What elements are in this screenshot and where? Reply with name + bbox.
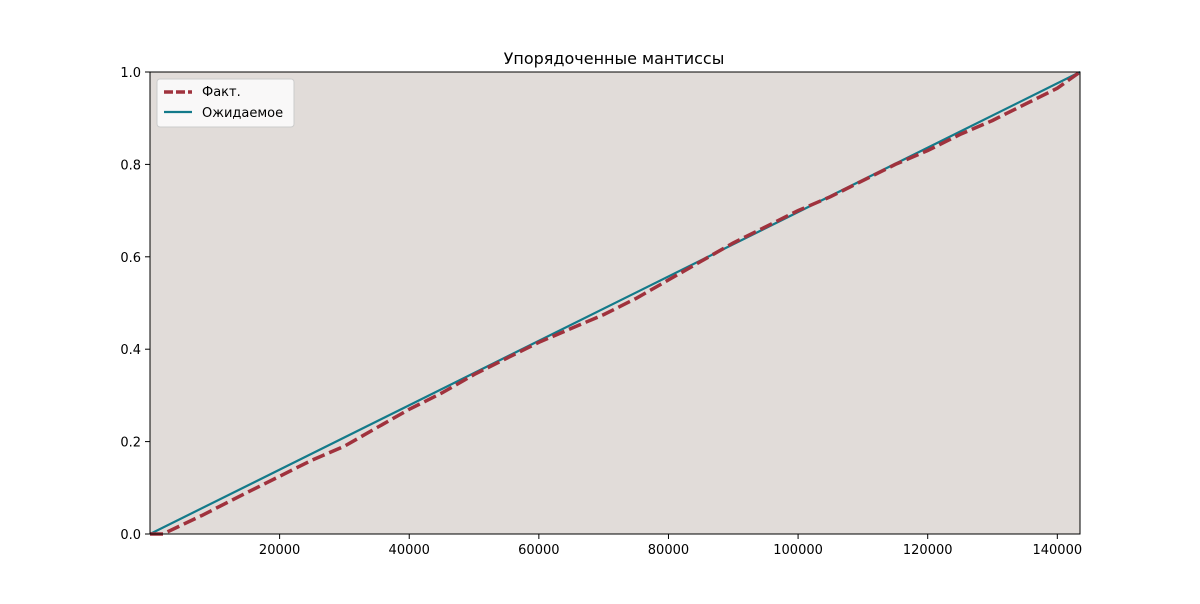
x-tick-label: 100000 — [773, 543, 823, 558]
x-tick-label: 140000 — [1032, 543, 1082, 558]
y-tick-label: 0.4 — [120, 343, 141, 358]
chart-title: Упорядоченные мантиссы — [504, 49, 725, 68]
series-line-expected — [149, 71, 1081, 535]
y-tick-label: 0.8 — [120, 158, 141, 173]
x-axis: 20000 40000 60000 80000 100000 120000 140000 — [259, 534, 1082, 558]
series-line-actual — [150, 70, 1082, 536]
legend-label-actual: Факт. — [202, 85, 241, 100]
y-axis: 0.0 0.2 0.4 0.6 0.8 1.0 — [120, 66, 150, 543]
legend-label-expected: Ожидаемое — [202, 106, 283, 121]
x-tick-label: 120000 — [903, 543, 953, 558]
series-layer — [149, 70, 1082, 536]
y-tick-label: 0.2 — [120, 436, 141, 451]
x-tick-label: 60000 — [518, 543, 559, 558]
y-tick-label: 0.6 — [120, 251, 141, 266]
y-tick-label: 1.0 — [120, 66, 141, 81]
y-tick-label: 0.0 — [120, 528, 141, 543]
x-tick-label: 80000 — [648, 543, 689, 558]
x-tick-label: 20000 — [259, 543, 300, 558]
x-tick-label: 40000 — [389, 543, 430, 558]
plot-frame — [149, 71, 1081, 535]
legend: Факт. Ожидаемое — [156, 78, 295, 128]
